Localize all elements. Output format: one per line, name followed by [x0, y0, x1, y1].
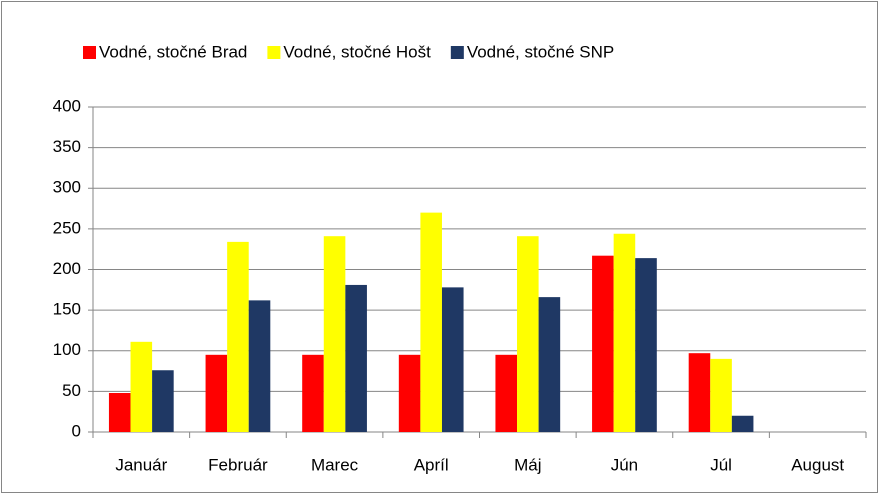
x-tick-label: Máj	[514, 455, 541, 474]
bar	[108, 393, 131, 432]
x-tick-label: Apríl	[414, 455, 449, 474]
x-tick-label: Január	[115, 455, 167, 474]
bar	[592, 255, 614, 432]
y-tick-label: 150	[53, 300, 81, 319]
x-tick-label: Jún	[611, 455, 638, 474]
y-tick-label: 200	[53, 259, 81, 278]
legend-swatch	[450, 46, 464, 59]
bar	[731, 415, 754, 432]
bar	[323, 236, 346, 432]
bar	[130, 341, 153, 432]
legend-swatch	[83, 46, 96, 59]
bar	[398, 354, 421, 432]
bar	[495, 354, 518, 432]
y-tick-label: 250	[53, 218, 81, 237]
bar	[441, 287, 464, 432]
bar	[248, 300, 271, 432]
x-tick-label: August	[791, 455, 844, 474]
bar	[420, 212, 442, 432]
bar	[538, 297, 561, 432]
x-tick-label: Júl	[710, 455, 732, 474]
bar	[517, 236, 539, 432]
x-tick-label: Marec	[311, 455, 359, 474]
legend-label: Vodné, stočné SNP	[467, 42, 614, 61]
bar	[635, 258, 657, 432]
y-tick-label: 50	[62, 381, 81, 400]
bar	[613, 233, 636, 432]
bar	[152, 370, 174, 432]
bar	[227, 241, 249, 432]
y-tick-label: 100	[53, 340, 81, 359]
bar	[688, 353, 711, 432]
bar	[345, 284, 367, 432]
y-tick-label: 350	[53, 137, 81, 156]
legend-label: Vodné, stočné Hošt	[283, 42, 431, 61]
x-tick-label: Február	[208, 455, 268, 474]
bar	[205, 354, 228, 432]
bar	[302, 354, 324, 432]
y-tick-label: 300	[53, 178, 81, 197]
legend-swatch	[267, 46, 281, 59]
legend-label: Vodné, stočné Brad	[99, 42, 247, 61]
y-tick-label: 400	[53, 96, 81, 115]
bar	[710, 358, 732, 432]
y-tick-label: 0	[72, 421, 81, 440]
